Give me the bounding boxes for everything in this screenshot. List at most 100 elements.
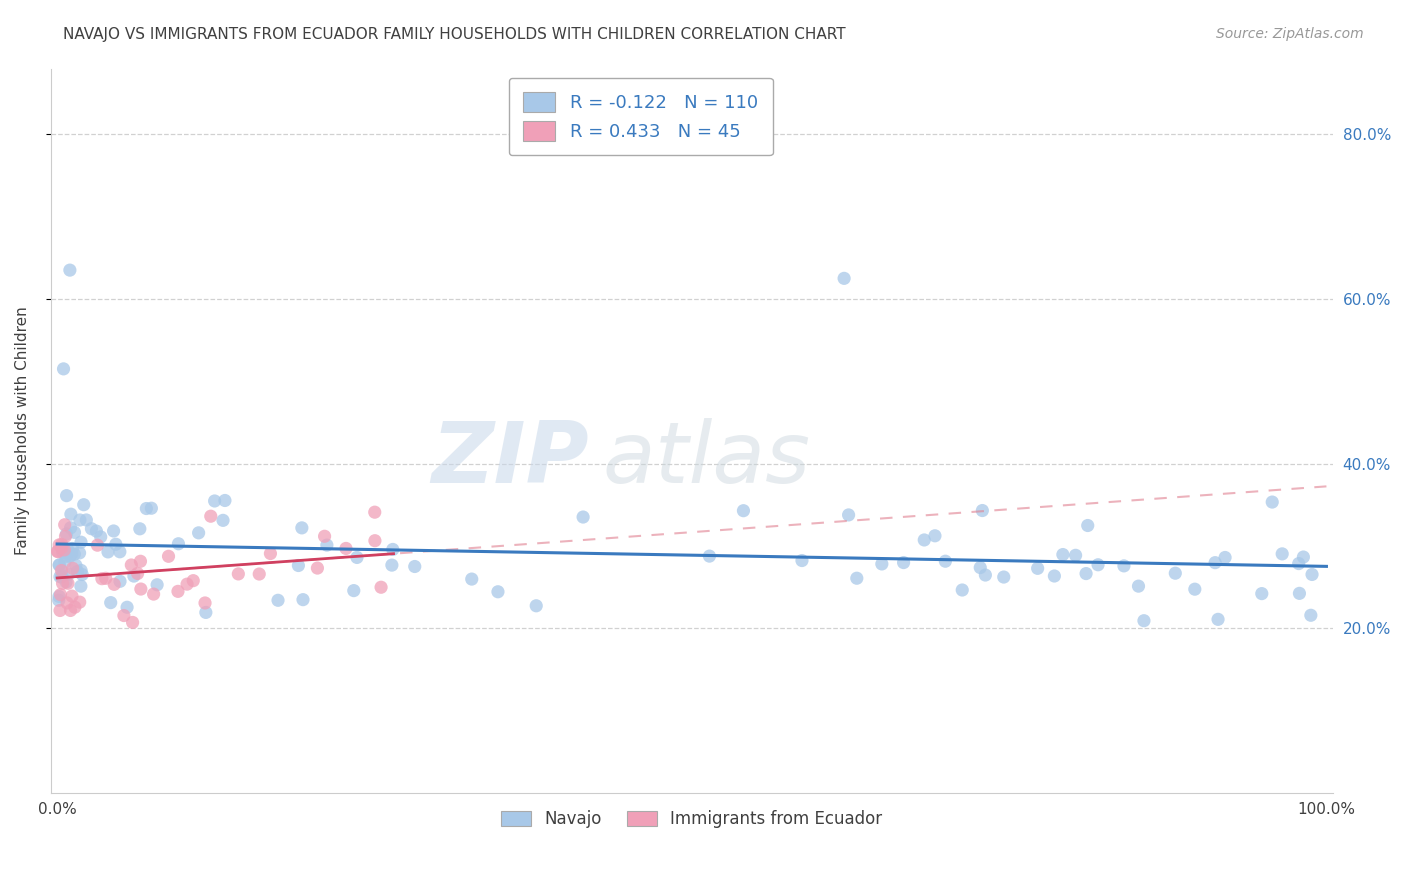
- Point: [1301, 567, 1323, 582]
- Point: [49, 588, 72, 602]
- Point: [343, 583, 366, 598]
- Point: [73, 498, 96, 512]
- Point: [55, 574, 77, 589]
- Point: [187, 525, 209, 540]
- Point: [157, 549, 180, 564]
- Point: [51, 576, 73, 591]
- Point: [141, 501, 163, 516]
- Point: [70, 567, 93, 582]
- Point: [69, 513, 91, 527]
- Point: [1213, 550, 1236, 565]
- Point: [832, 271, 855, 285]
- Point: [128, 522, 150, 536]
- Point: [893, 556, 915, 570]
- Point: [129, 554, 152, 568]
- Point: [63, 600, 86, 615]
- Point: [69, 595, 91, 609]
- Point: [912, 533, 935, 547]
- Point: [59, 603, 82, 617]
- Point: [48, 593, 70, 607]
- Point: [572, 510, 595, 524]
- Point: [259, 547, 281, 561]
- Point: [53, 517, 76, 532]
- Point: [287, 558, 309, 573]
- Point: [62, 541, 84, 556]
- Point: [291, 521, 314, 535]
- Point: [108, 574, 131, 589]
- Point: [75, 513, 97, 527]
- Point: [1064, 549, 1087, 563]
- Text: NAVAJO VS IMMIGRANTS FROM ECUADOR FAMILY HOUSEHOLDS WITH CHILDREN CORRELATION CH: NAVAJO VS IMMIGRANTS FROM ECUADOR FAMILY…: [63, 27, 846, 42]
- Point: [70, 563, 93, 577]
- Point: [60, 589, 83, 603]
- Point: [1074, 566, 1097, 581]
- Point: [404, 559, 426, 574]
- Point: [70, 535, 93, 549]
- Point: [1261, 495, 1284, 509]
- Point: [204, 494, 226, 508]
- Point: [56, 596, 79, 610]
- Point: [194, 596, 217, 610]
- Point: [486, 584, 509, 599]
- Point: [69, 546, 91, 560]
- Point: [1077, 518, 1099, 533]
- Point: [1184, 582, 1206, 597]
- Point: [1026, 561, 1049, 575]
- Point: [194, 606, 217, 620]
- Text: ZIP: ZIP: [432, 418, 589, 501]
- Point: [58, 567, 80, 582]
- Point: [51, 570, 73, 584]
- Point: [364, 533, 387, 548]
- Text: atlas: atlas: [602, 418, 810, 501]
- Point: [63, 547, 86, 561]
- Point: [121, 615, 143, 630]
- Point: [46, 544, 69, 558]
- Point: [103, 524, 125, 538]
- Point: [364, 505, 387, 519]
- Point: [94, 571, 117, 585]
- Point: [228, 566, 250, 581]
- Point: [699, 549, 721, 563]
- Point: [59, 521, 82, 535]
- Point: [381, 558, 404, 573]
- Point: [135, 501, 157, 516]
- Point: [370, 580, 392, 594]
- Point: [49, 570, 72, 584]
- Point: [53, 555, 76, 569]
- Point: [934, 554, 956, 568]
- Point: [48, 538, 70, 552]
- Point: [56, 576, 79, 591]
- Legend: Navajo, Immigrants from Ecuador: Navajo, Immigrants from Ecuador: [495, 804, 889, 835]
- Point: [56, 542, 79, 557]
- Point: [55, 489, 77, 503]
- Point: [1164, 566, 1187, 581]
- Point: [845, 571, 868, 585]
- Point: [55, 529, 77, 543]
- Y-axis label: Family Households with Children: Family Households with Children: [15, 306, 30, 555]
- Point: [90, 572, 112, 586]
- Point: [108, 545, 131, 559]
- Point: [52, 362, 75, 376]
- Point: [315, 538, 337, 552]
- Point: [733, 504, 755, 518]
- Point: [97, 545, 120, 559]
- Point: [167, 537, 190, 551]
- Point: [59, 507, 82, 521]
- Point: [972, 503, 994, 517]
- Point: [993, 570, 1015, 584]
- Point: [65, 558, 87, 573]
- Point: [200, 509, 222, 524]
- Point: [53, 542, 76, 557]
- Point: [176, 577, 198, 591]
- Point: [48, 558, 70, 572]
- Point: [59, 263, 82, 277]
- Point: [112, 608, 135, 623]
- Point: [129, 582, 152, 596]
- Point: [314, 529, 336, 543]
- Point: [1288, 586, 1310, 600]
- Point: [1204, 556, 1226, 570]
- Point: [870, 557, 893, 571]
- Point: [51, 564, 73, 578]
- Point: [142, 587, 165, 601]
- Point: [1052, 548, 1074, 562]
